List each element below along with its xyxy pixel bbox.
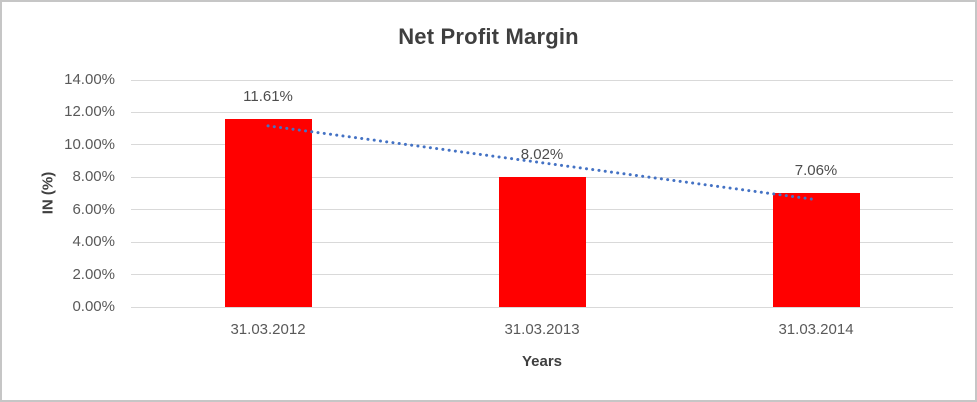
- y-axis-tick-label: 2.00%: [72, 265, 115, 283]
- chart-title: Net Profit Margin: [398, 24, 579, 49]
- bar-31.03.2014: [772, 192, 860, 307]
- x-axis-title: Years: [521, 353, 563, 370]
- y-axis-tick-label: 0.00%: [72, 298, 115, 315]
- bar-data-label: 8.02%: [520, 145, 564, 163]
- y-axis-tick-label: 10.00%: [64, 135, 115, 153]
- gridline: [131, 306, 953, 308]
- y-axis-tick-label: 4.00%: [72, 233, 115, 251]
- bar-31.03.2013: [498, 176, 586, 307]
- x-axis-category-label: 31.03.2014: [778, 321, 854, 338]
- y-axis-tick-label: 8.00%: [72, 168, 115, 186]
- y-axis-tick-label: 14.00%: [64, 71, 115, 88]
- x-axis-category-label: 31.03.2012: [230, 321, 306, 338]
- gridline: [131, 111, 953, 113]
- y-axis-tick-label: 12.00%: [64, 103, 115, 121]
- bar-31.03.2012: [224, 118, 312, 307]
- bar-data-label: 11.61%: [243, 87, 293, 105]
- bar-data-label: 7.06%: [794, 161, 838, 179]
- y-axis-tick-label: 6.00%: [72, 200, 115, 218]
- x-axis-category-label: 31.03.2013: [504, 321, 580, 338]
- gridline: [131, 79, 953, 81]
